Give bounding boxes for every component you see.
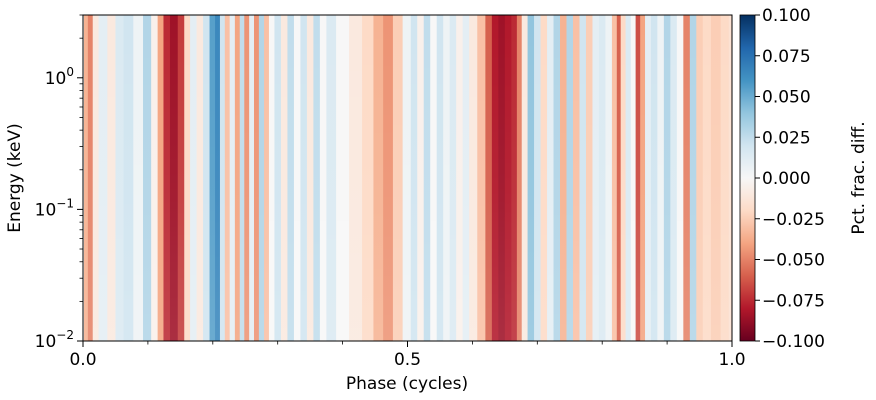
colorbar-tick-label: 0.025 [762,128,811,148]
colorbar-tick-label: 0.075 [762,47,811,67]
x-axis-label: Phase (cycles) [346,374,468,394]
colorbar-tick-label: 0.100 [762,6,811,26]
colorbar-label: Pct. frac. diff. [849,121,869,234]
y-tick-label: 10−2 [35,328,74,352]
y-tick-label: 10−1 [35,196,74,220]
colorbar-tick-label: −0.075 [762,291,825,311]
colorbar-tick-label: −0.050 [762,251,825,271]
x-axis: 0.0 0.5 1.0 [69,341,746,370]
x-tick-label: 0.0 [69,350,96,370]
y-tick-label: 100 [45,65,74,89]
x-tick-label: 0.5 [394,350,421,370]
colorbar-tick-label: 0.050 [762,88,811,108]
x-tick-label: 1.0 [718,350,745,370]
colorbar [739,14,756,342]
energy-shading [83,15,732,341]
colorbar-tick-label: −0.100 [762,332,825,352]
colorbar-tick-label: 0.000 [762,169,811,189]
y-axis-label: Energy (keV) [5,123,25,233]
y-axis: 10−2 10−1 100 [35,14,83,352]
colorbar-axis: 0.100 0.075 0.050 0.025 0.000 −0.025 −0.050 −0.… [755,6,825,352]
colorbar-tick-label: −0.025 [762,210,825,230]
